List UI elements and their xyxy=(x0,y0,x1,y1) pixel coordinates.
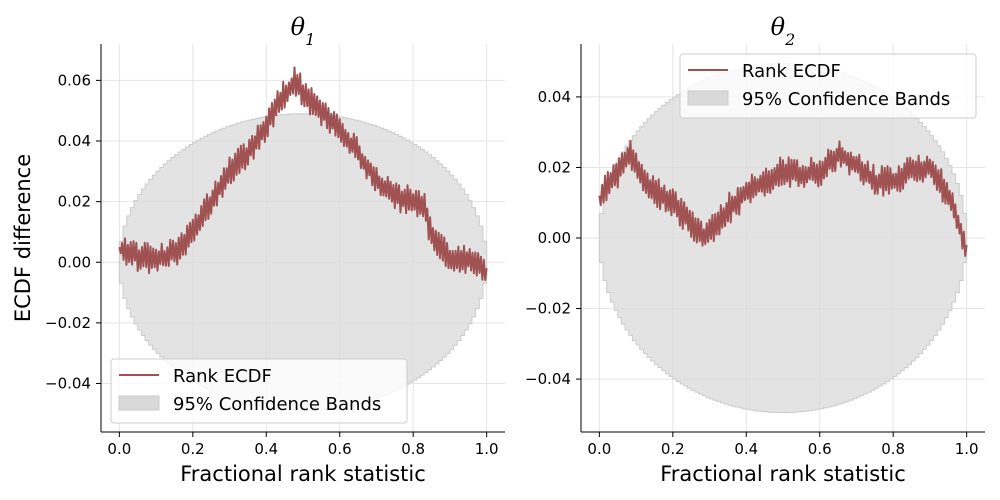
y-tick-label: 0.06 xyxy=(58,71,91,89)
y-tick-label: 0.02 xyxy=(538,158,571,176)
y-tick-label: −0.02 xyxy=(525,300,571,318)
y-tick-label: 0.00 xyxy=(58,253,91,271)
axes xyxy=(100,44,505,433)
legend-label-rank-ecdf: Rank ECDF xyxy=(742,61,841,82)
y-tick-label: −0.02 xyxy=(45,314,91,332)
legend-label-confidence-bands: 95% Confidence Bands xyxy=(742,89,950,110)
legend-label-rank-ecdf: Rank ECDF xyxy=(173,366,272,387)
chart-title: θ1 xyxy=(291,13,316,49)
x-tick-label: 1.0 xyxy=(955,440,979,458)
x-tick-label: 0.8 xyxy=(881,440,905,458)
y-tick-label: −0.04 xyxy=(525,370,571,388)
y-tick-label: 0.00 xyxy=(538,229,571,247)
series-layer xyxy=(118,66,488,282)
x-tick-label: 0.2 xyxy=(661,440,685,458)
x-axis-label: Fractional rank statistic xyxy=(660,462,906,486)
chart-title: θ2 xyxy=(771,13,796,49)
x-tick-label: 0.6 xyxy=(808,440,832,458)
legend: Rank ECDF 95% Confidence Bands xyxy=(679,53,977,119)
legend: Rank ECDF 95% Confidence Bands xyxy=(110,358,408,424)
x-tick-label: 0.4 xyxy=(254,440,278,458)
series-line-rank-ecdf xyxy=(598,139,968,257)
chart-panel-theta-1: 0.0 0.2 0.4 0.6 0.8 1.0 −0.04 −0.02 0.00 0.02 0.04… xyxy=(11,13,505,486)
y-tick-label: 0.04 xyxy=(58,132,91,150)
x-tick-label: 0.8 xyxy=(401,440,425,458)
y-tick-label: 0.02 xyxy=(58,193,91,211)
x-tick-label: 0.4 xyxy=(734,440,758,458)
y-axis-label: ECDF difference xyxy=(11,154,35,322)
series-line-rank-ecdf xyxy=(118,66,488,282)
x-tick-label: 0.6 xyxy=(328,440,352,458)
chart-panel-theta-2: 0.0 0.2 0.4 0.6 0.8 1.0 −0.04 −0.02 0.00 0.02 0.04… xyxy=(525,13,985,486)
y-tick-label: −0.04 xyxy=(45,375,91,393)
x-tick-label: 1.0 xyxy=(475,440,499,458)
x-tick-label: 0.0 xyxy=(107,440,131,458)
legend-label-confidence-bands: 95% Confidence Bands xyxy=(173,394,381,415)
x-tick-label: 0.2 xyxy=(181,440,205,458)
legend-box xyxy=(110,358,408,424)
legend-box xyxy=(679,53,977,119)
legend-band-swatch xyxy=(118,395,160,411)
tick-labels: 0.0 0.2 0.4 0.6 0.8 1.0 −0.04 −0.02 0.00 0.02 0.04 xyxy=(525,88,979,458)
legend-band-swatch xyxy=(687,90,729,106)
x-tick-label: 0.0 xyxy=(587,440,611,458)
y-tick-label: 0.04 xyxy=(538,88,571,106)
series-layer xyxy=(598,139,968,257)
tick-labels: 0.0 0.2 0.4 0.6 0.8 1.0 −0.04 −0.02 0.00 0.02 0.04… xyxy=(45,71,499,458)
x-axis-label: Fractional rank statistic xyxy=(180,462,426,486)
